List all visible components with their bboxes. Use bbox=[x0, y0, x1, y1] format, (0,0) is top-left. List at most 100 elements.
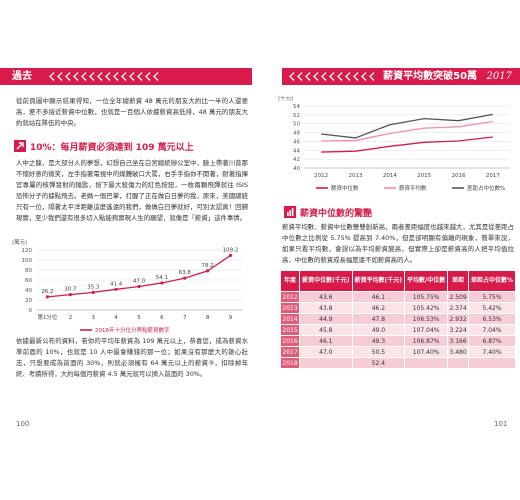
y-tick-label: 20 bbox=[25, 298, 32, 304]
y-tick-label: 52 bbox=[293, 113, 300, 119]
y-tick-label: 46 bbox=[293, 139, 300, 145]
x-tick-label: 2015 bbox=[417, 173, 431, 179]
chevron bbox=[305, 72, 311, 81]
table-cell: 52.4 bbox=[351, 357, 406, 369]
table-cell: 7.40% bbox=[468, 346, 516, 358]
header-title: 過去 bbox=[12, 71, 32, 82]
x-tick-label: 3 bbox=[91, 315, 95, 321]
page-number: 101 bbox=[494, 420, 508, 428]
data-point bbox=[206, 269, 210, 273]
y-tick-label: 0 bbox=[29, 308, 33, 314]
chart: (千元) 40 42 44 46 48 50 52 54 2012 2013 2014 2015 2016… bbox=[278, 96, 510, 192]
y-tick-label: 42 bbox=[293, 157, 300, 163]
chevron bbox=[145, 72, 151, 81]
table-cell: 43.8 bbox=[299, 302, 353, 314]
data-label: 35.3 bbox=[87, 284, 100, 290]
table-cell: 3.480 bbox=[447, 346, 470, 358]
y-tick-label: 60 bbox=[25, 278, 32, 284]
data-label: 63.8 bbox=[179, 270, 192, 276]
heading: 薪資中位數的驚艷 bbox=[300, 209, 373, 219]
chevron bbox=[81, 72, 87, 81]
x-tick-label: 2016 bbox=[452, 173, 466, 179]
x-tick-label: 2012 bbox=[314, 173, 328, 179]
table-cell bbox=[404, 357, 449, 369]
chevron bbox=[121, 72, 127, 81]
legend-label: 薪資中位數 bbox=[331, 184, 359, 192]
chevron bbox=[113, 72, 119, 81]
table-cell: 2.374 bbox=[447, 302, 470, 314]
table-cell bbox=[468, 357, 516, 369]
y-tick-label: 40 bbox=[293, 166, 300, 172]
x-tick-label: 5 bbox=[137, 315, 141, 321]
chevron bbox=[313, 72, 319, 81]
table-cell: 5.75% bbox=[468, 291, 516, 303]
legend-label: 2016年十分位分界點薪資數字 bbox=[95, 326, 170, 334]
x-tick-label: 2014 bbox=[383, 173, 397, 179]
table-cell: 47.0 bbox=[299, 346, 353, 358]
table-header: 差距 bbox=[447, 270, 470, 292]
data-point bbox=[228, 253, 233, 257]
heading-icon bbox=[14, 140, 26, 152]
chevron bbox=[97, 72, 103, 81]
table-cell: 106.87% bbox=[404, 335, 449, 347]
chevron bbox=[345, 72, 351, 81]
table-cell bbox=[299, 357, 353, 369]
data-point bbox=[183, 276, 187, 280]
x-tick-label: 2013 bbox=[349, 173, 363, 179]
chevron bbox=[353, 72, 359, 81]
table-cell: 2015 bbox=[279, 324, 301, 336]
table-cell: 106.53% bbox=[404, 313, 449, 325]
data-label: 26.2 bbox=[41, 289, 53, 295]
table-cell: 2016 bbox=[279, 335, 301, 347]
chevron bbox=[361, 72, 367, 81]
table-cell: 44.9 bbox=[299, 313, 353, 325]
y-axis-label: (千元) bbox=[278, 96, 293, 102]
chart: (萬元) 0 20 40 60 80 100 120 第1分位 2 3 4 5 6 7 8 9 26.2 30.7 3… bbox=[12, 238, 242, 334]
data-label: 30.7 bbox=[64, 287, 77, 293]
chevrons bbox=[289, 72, 375, 81]
table-cell: 3.224 bbox=[447, 324, 470, 336]
chevron bbox=[289, 72, 295, 81]
data-label: 54.1 bbox=[156, 275, 168, 281]
table-cell: 2.509 bbox=[447, 291, 470, 303]
table-cell: 2012 bbox=[279, 291, 301, 303]
paragraph: 人中之龍，是大部分人的夢想，幻想自己坐在白宮總統辦公室中，臉上帶著川普那不懷好意… bbox=[16, 159, 248, 222]
chevron bbox=[137, 72, 143, 81]
table-header: 薪資平均數(千元) bbox=[351, 270, 406, 292]
table-cell: 107.04% bbox=[404, 324, 449, 336]
header-bar: 過去 bbox=[0, 68, 252, 85]
chevron bbox=[337, 72, 343, 81]
chevron bbox=[73, 72, 79, 81]
x-tick-label: 8 bbox=[206, 315, 210, 321]
data-point bbox=[91, 290, 95, 294]
table-cell: 6.87% bbox=[468, 335, 516, 347]
table-header: 平均數/中位數 bbox=[404, 270, 449, 292]
data-label: 41.4 bbox=[110, 281, 123, 287]
x-tick-label: 第1分位 bbox=[37, 313, 57, 321]
table-cell: 49.0 bbox=[351, 324, 406, 336]
y-tick-label: 44 bbox=[293, 148, 300, 154]
y-tick-label: 80 bbox=[25, 268, 32, 274]
page-number: 100 bbox=[16, 420, 30, 428]
chevron bbox=[57, 72, 63, 81]
paragraph: 依據最新公布的資料，若你的平均年薪資為 109 萬元以上，恭喜您，成為薪資水準前… bbox=[16, 337, 248, 378]
x-tick-label: 2017 bbox=[486, 173, 500, 179]
table-cell bbox=[447, 357, 470, 369]
legend-label: 差距占中位數% bbox=[467, 184, 505, 192]
paragraph: 薪資平均數、薪資中位數雙雙創新高，兩者差距幅度也越來越大，尤其是從差距占中位數之… bbox=[282, 223, 514, 264]
chevron bbox=[369, 72, 375, 81]
table-cell: 46.1 bbox=[299, 335, 353, 347]
x-tick-label: 2 bbox=[69, 315, 73, 321]
table-header: 差距占中位數% bbox=[468, 270, 516, 292]
chevron bbox=[89, 72, 95, 81]
chevron bbox=[153, 72, 159, 81]
x-tick-label: 9 bbox=[229, 315, 233, 321]
x-tick-label: 6 bbox=[160, 315, 164, 321]
data-label: 78.2 bbox=[202, 263, 214, 269]
chevron bbox=[129, 72, 135, 81]
data-label: 109.2 bbox=[223, 247, 239, 253]
table-cell: 3.166 bbox=[447, 335, 470, 347]
y-tick-label: 50 bbox=[293, 122, 300, 128]
legend-label: 薪資平均數 bbox=[399, 184, 427, 192]
